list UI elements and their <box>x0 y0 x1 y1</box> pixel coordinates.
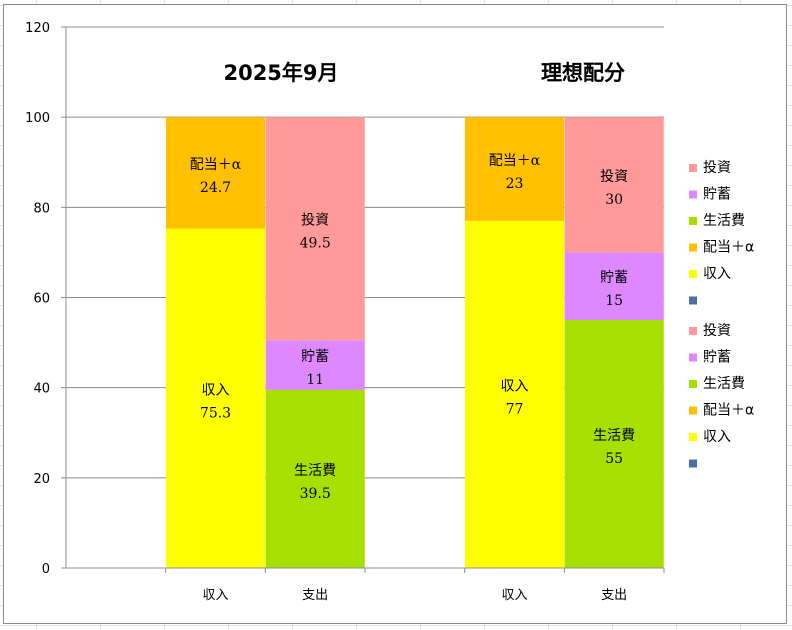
legend-swatch <box>689 217 697 225</box>
segment-value-label: 15 <box>605 293 623 309</box>
legend-swatch <box>689 459 697 468</box>
legend-entry-label: 投資 <box>703 323 731 339</box>
segment-name-label: 貯蓄 <box>600 270 628 286</box>
legend-entry-label: 収入 <box>703 266 731 282</box>
legend-entry-label: 投資 <box>703 160 731 176</box>
x-category-label: 支出 <box>601 588 627 603</box>
data-labels: 収入 75.3 配当＋α 24.7 生活費 39.5 貯蓄 11 投資 49.5 収入 77 配当＋α 2… <box>190 153 635 502</box>
legend-swatch <box>689 380 697 388</box>
legend-swatch <box>689 406 697 415</box>
bar-segment-1 <box>564 320 664 568</box>
segment-value-label: 24.7 <box>200 180 231 196</box>
segment-value-label: 49.5 <box>300 236 331 252</box>
segment-name-label: 貯蓄 <box>301 349 329 365</box>
segment-value-label: 30 <box>605 192 623 208</box>
y-tick-label: 100 <box>25 111 50 126</box>
x-category-label: 収入 <box>202 588 228 603</box>
segment-value-label: 39.5 <box>300 486 331 502</box>
legend-entry-label: 貯蓄 <box>703 187 731 203</box>
legend-swatch <box>689 296 697 305</box>
segment-value-label: 77 <box>506 401 524 417</box>
bar-segment-1 <box>464 220 565 568</box>
legend-entry-label: 配当＋α <box>703 240 754 256</box>
legend-swatch <box>689 243 697 252</box>
bar-segment-2 <box>464 117 565 221</box>
y-tick-label: 80 <box>33 201 50 216</box>
bar-segment-3 <box>265 117 365 341</box>
segment-value-label: 55 <box>605 451 623 467</box>
legend-entry-label: 収入 <box>703 429 731 445</box>
y-tick-label: 40 <box>33 382 50 397</box>
legend-entry-label: 生活費 <box>703 376 745 392</box>
group-titles: 2025年9月 理想配分 <box>223 61 625 85</box>
bar-segment-2 <box>165 117 266 229</box>
y-tick-label: 120 <box>25 21 50 36</box>
segment-name-label: 生活費 <box>294 463 336 479</box>
segment-name-label: 収入 <box>501 378 529 394</box>
legend-swatch <box>689 164 697 172</box>
legend-swatch <box>689 190 697 199</box>
legend-swatch <box>689 327 697 335</box>
bar-segment-1 <box>265 389 365 568</box>
segment-name-label: 配当＋α <box>190 157 242 173</box>
bar-segment-1 <box>165 228 266 568</box>
legend-swatch <box>689 433 697 441</box>
x-category-label: 支出 <box>302 588 328 603</box>
y-tick-label: 60 <box>33 292 50 307</box>
legend-swatch <box>689 270 697 278</box>
segment-name-label: 投資 <box>600 169 628 185</box>
segment-value-label: 11 <box>306 372 324 388</box>
legend-entry-label: 貯蓄 <box>703 350 731 366</box>
bar-segment-2 <box>265 340 365 390</box>
segment-value-label: 23 <box>506 176 524 192</box>
legend-swatch <box>689 353 697 362</box>
gridlines <box>66 26 664 479</box>
segment-name-label: 収入 <box>202 382 230 398</box>
segment-name-label: 投資 <box>301 213 329 229</box>
x-axis-categories: 収入 支出 収入 支出 <box>202 588 627 603</box>
group-title: 2025年9月 <box>223 61 338 85</box>
legend-entry-label: 生活費 <box>703 213 745 229</box>
bar-segment-3 <box>564 117 664 253</box>
x-category-label: 収入 <box>501 588 527 603</box>
segment-value-label: 75.3 <box>200 405 231 421</box>
y-tick-label: 0 <box>42 562 50 577</box>
legend-entry-label: 配当＋α <box>703 403 754 419</box>
y-axis-ticks: 0 20 40 60 80 100 120 <box>25 21 66 577</box>
y-tick-label: 20 <box>33 472 50 487</box>
bar-segment-2 <box>564 252 664 321</box>
bars <box>165 117 664 568</box>
segment-name-label: 配当＋α <box>489 153 541 169</box>
group-title: 理想配分 <box>541 61 625 85</box>
segment-name-label: 生活費 <box>593 428 635 444</box>
